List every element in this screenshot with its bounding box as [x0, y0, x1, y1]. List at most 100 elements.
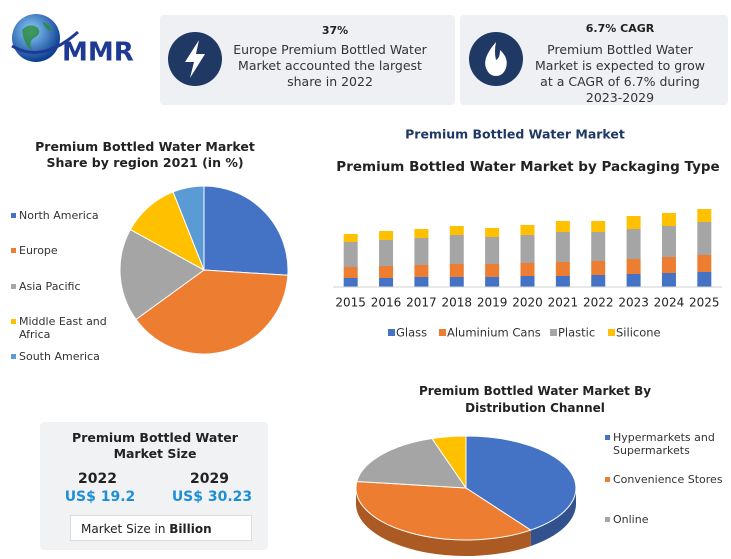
- legend-label: Aluminium Cans: [447, 326, 541, 340]
- heading: Premium Bottled Water Market: [405, 127, 625, 142]
- bar-segment: [697, 272, 712, 287]
- bar-segment: [343, 278, 358, 287]
- bar-segment: [591, 275, 606, 287]
- bar-segment: [591, 221, 606, 232]
- legend-label: Online: [613, 513, 649, 526]
- x-tick-label: 2020: [512, 296, 543, 310]
- legend-label: South America: [19, 350, 100, 363]
- bar-segment: [626, 229, 641, 259]
- legend-swatch: [605, 517, 610, 522]
- x-tick-label: 2021: [548, 296, 579, 310]
- bar-segment: [555, 262, 570, 276]
- bar-segment: [343, 242, 358, 267]
- bar-segment: [449, 277, 464, 287]
- unit-note: Market Size in Billion: [70, 515, 252, 541]
- card-title: 37%: [321, 24, 349, 37]
- legend-swatch: [388, 329, 395, 336]
- legend-swatch: [11, 354, 16, 359]
- market-value: US$ 30.23: [171, 489, 253, 505]
- bar-segment: [697, 222, 712, 255]
- pie-side: [356, 488, 531, 557]
- x-tick-label: 2022: [583, 296, 614, 310]
- bar-segment: [626, 274, 641, 287]
- bar-segment: [661, 213, 676, 226]
- legend-swatch: [11, 248, 16, 253]
- bar-segment: [414, 238, 429, 265]
- bar-segment: [697, 209, 712, 222]
- bar-segment: [661, 257, 676, 273]
- pie-slice: [135, 269, 289, 355]
- x-tick-label: 2024: [654, 296, 685, 310]
- market-size-title: Premium Bottled Water Market Size: [72, 430, 238, 461]
- legend-swatch: [605, 477, 610, 482]
- x-tick-label: 2015: [335, 296, 366, 310]
- x-tick-label: 2016: [371, 296, 402, 310]
- card-text: Europe Premium Bottled Water Market acco…: [233, 42, 427, 89]
- bar-segment: [520, 276, 535, 287]
- legend-label: Europe: [19, 244, 58, 257]
- legend-swatch: [11, 284, 16, 289]
- legend-label: Silicone: [616, 326, 661, 340]
- pie-slice: [172, 185, 205, 271]
- chart-title: Premium Bottled Water Market by Packagin…: [336, 159, 719, 175]
- market-value: US$ 19.2: [64, 489, 136, 505]
- legend-swatch: [11, 319, 16, 324]
- legend-label: Asia Pacific: [19, 280, 81, 293]
- x-tick-label: 2025: [689, 296, 720, 310]
- pie-slice: [465, 435, 577, 531]
- bar-segment: [520, 235, 535, 263]
- legend-swatch: [439, 329, 446, 336]
- pie-slice: [356, 438, 467, 489]
- flame-icon: [485, 42, 507, 76]
- bar-segment: [626, 216, 641, 229]
- legend-swatch: [11, 213, 16, 218]
- bar-segment: [520, 225, 535, 235]
- bar-segment: [661, 273, 676, 287]
- bar-segment: [449, 264, 464, 277]
- pie-slice: [119, 228, 205, 321]
- x-tick-label: 2019: [477, 296, 508, 310]
- bar-segment: [449, 226, 464, 235]
- bar-segment: [414, 265, 429, 277]
- legend-label: Plastic: [558, 326, 595, 340]
- bar-segment: [661, 226, 676, 257]
- legend-label: Hypermarkets and Supermarkets: [613, 431, 715, 457]
- legend-swatch: [605, 435, 610, 440]
- bar-segment: [379, 266, 394, 278]
- bar-segment: [449, 235, 464, 264]
- bar-segment: [555, 221, 570, 232]
- legend-label: North America: [19, 209, 99, 222]
- chart-title: Premium Bottled Water Market Share by re…: [35, 139, 255, 170]
- logo-land: [22, 22, 52, 50]
- year: 2022: [78, 471, 117, 487]
- bar-segment: [591, 232, 606, 261]
- x-tick-label: 2023: [618, 296, 649, 310]
- bar-segment: [485, 264, 500, 277]
- bar-segment: [555, 232, 570, 262]
- pie-slice: [355, 480, 532, 541]
- pie-side: [530, 488, 576, 547]
- bar-segment: [591, 261, 606, 275]
- chart-title: Premium Bottled Water Market By Distribu…: [418, 384, 652, 415]
- bar-segment: [555, 276, 570, 287]
- card-title: 6.7% CAGR: [585, 22, 655, 35]
- legend-label: Glass: [396, 326, 427, 340]
- legend-label: Middle East and Africa: [19, 315, 107, 341]
- bolt-icon: [185, 40, 205, 78]
- bar-segment: [697, 255, 712, 272]
- bar-segment: [379, 278, 394, 287]
- bar-segment: [414, 229, 429, 238]
- bar-segment: [520, 263, 535, 276]
- logo-swoosh: [11, 30, 79, 54]
- card-text: Premium Bottled Water Market is expected…: [535, 42, 705, 105]
- bar-segment: [626, 259, 641, 274]
- bar-segment: [414, 277, 429, 287]
- bar-segment: [379, 240, 394, 266]
- x-tick-label: 2018: [441, 296, 472, 310]
- bar-segment: [343, 267, 358, 278]
- note-text: Market Size in: [81, 522, 166, 536]
- x-tick-label: 2017: [406, 296, 437, 310]
- bar-segment: [379, 231, 394, 240]
